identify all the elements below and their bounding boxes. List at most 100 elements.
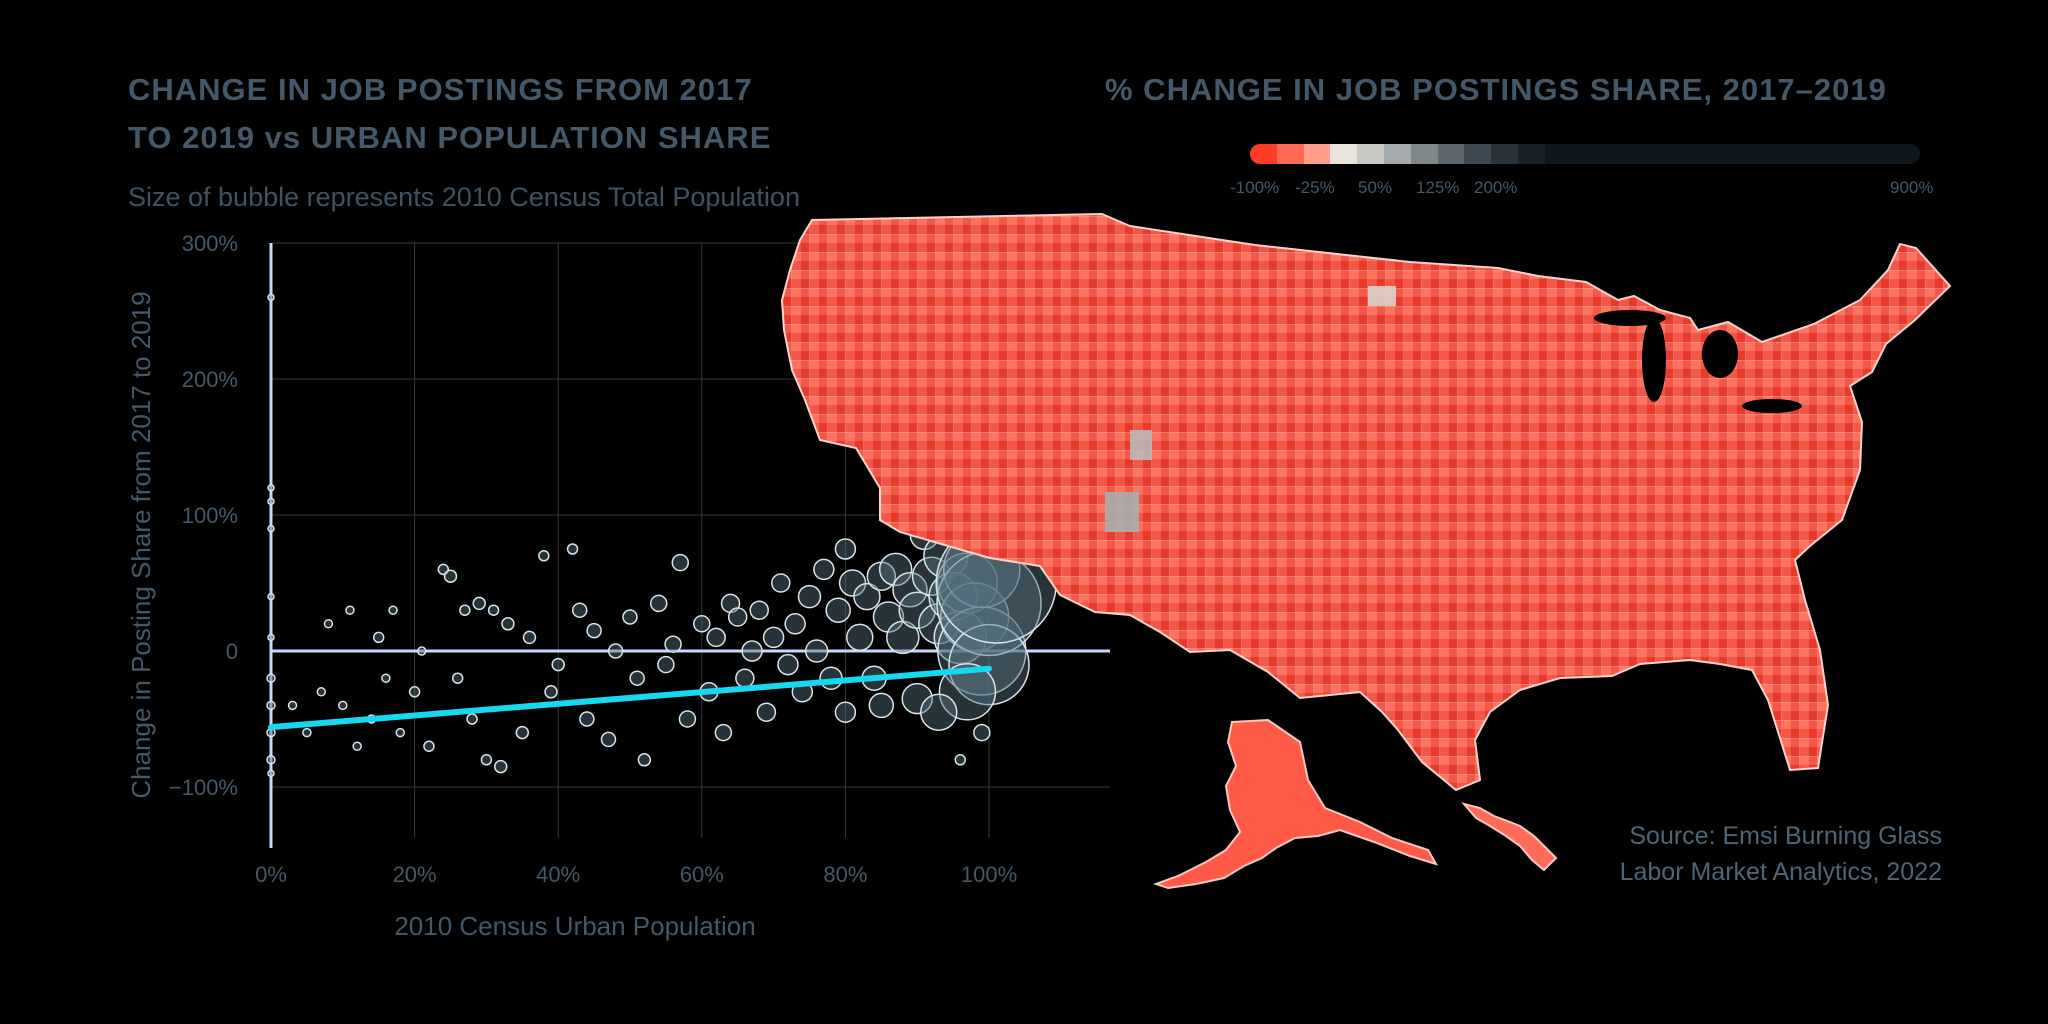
y-tick-label: 100% [182,503,238,528]
scatter-point [901,682,933,715]
legend-segment [1464,144,1492,164]
legend-segment [1437,144,1465,164]
scatter-point [571,602,588,618]
scatter-point [372,631,385,644]
scatter-point [898,591,936,629]
scatter-point [973,723,991,742]
scatter-point [749,600,769,620]
scatter-point [566,543,579,555]
x-tick-label: 100% [961,862,1017,887]
scatter-point [846,623,874,652]
source-line2: Labor Market Analytics, 2022 [1619,858,1942,886]
scatter-point [267,769,275,778]
scatter-point [487,604,500,616]
scatter-point [714,723,733,742]
x-tick-label: 40% [536,862,580,887]
gray-county-patch-wy [1368,286,1396,306]
x-tick-label: 60% [680,862,724,887]
scatter-point [622,609,638,625]
scatter-point [316,687,327,697]
scatter-point [586,622,602,639]
legend-segment [1544,144,1920,164]
scatter-point [693,615,711,633]
right-chart-title: % CHANGE IN JOB POSTINGS SHARE, 2017–201… [1105,72,1887,107]
great-lakes-superior [1594,310,1666,326]
great-lakes-michigan [1642,318,1666,402]
scatter-point [878,552,913,587]
scatter-point [771,573,791,593]
scatter-point [938,663,997,721]
scatter-point [417,646,427,656]
trend-line [268,665,992,731]
y-tick-label: −100% [169,775,238,800]
scatter-point [579,711,595,727]
legend-segment [1517,144,1545,164]
scatter-point [664,635,682,653]
scatter-point [408,686,421,698]
scatter-point [756,702,777,722]
x-tick-label: 20% [393,862,437,887]
left-chart-title-line1: CHANGE IN JOB POSTINGS FROM 2017 [128,72,753,107]
scatter-point [868,692,895,719]
scatter-point [515,725,530,740]
scatter-point [600,731,617,748]
gray-county-patch-nv [1130,430,1152,460]
scatter-point [538,550,550,562]
scatter-point [834,701,857,723]
color-legend-bar [1250,144,1920,164]
scatter-point [544,685,558,699]
scatter-point [784,613,806,635]
legend-segment [1357,144,1384,164]
scatter-point [267,497,275,506]
scatter-point [919,693,958,731]
contiguous-us-shape [780,212,1952,792]
scatter-chart: 0% 20% 40% 60% 80% 100% 300% 200% 100% 0 −100% 2010… [126,231,1110,941]
legend-label-50: 50% [1358,178,1393,197]
scatter-point [267,293,275,302]
alaska-shape [1152,718,1439,890]
legend-label-minus100: -100% [1230,178,1280,197]
legend-segment [1276,144,1304,164]
legend-label-125: 125% [1416,178,1460,197]
scatter-point [466,713,478,725]
scatter-point [267,484,275,492]
scatter-point [706,627,726,648]
scatter-point [266,673,276,683]
scatter-point [501,617,515,631]
y-tick-label: 300% [182,231,238,256]
scatter-point [267,592,275,601]
legend-segment [1250,144,1277,164]
scatter-point [671,553,690,572]
scatter-point [451,672,464,684]
scatter-point [267,633,275,642]
scatter-point [629,670,645,686]
legend-label-200: 200% [1474,178,1518,197]
scatter-point [741,640,763,662]
legend-label-minus25: -25% [1295,178,1335,197]
x-tick-label: 0% [255,862,287,887]
y-axis-label: Change in Posting Share from 2017 to 201… [126,291,156,798]
scatter-point [494,759,508,774]
x-axis-label: 2010 Census Urban Population [394,911,755,941]
scatter-point [323,619,334,629]
scatter-point [762,626,785,649]
scatter-point [954,754,967,766]
scatter-point [911,556,952,596]
scatter-point [607,643,624,659]
y-tick-label: 0 [226,639,238,664]
scatter-point [657,655,675,674]
scatter-point [443,569,458,583]
scatter-point [522,630,537,645]
scatter-point [777,653,799,676]
legend-segment [1330,144,1358,164]
scatter-point [853,582,881,611]
scatter-point [266,700,276,711]
scatter-point [423,740,435,752]
scatter-point [480,754,493,766]
y-tick-label: 200% [182,367,238,392]
scatter-point [459,604,471,616]
scatter-point [267,524,275,533]
scatter-point [678,710,697,728]
scatter-point [395,727,405,738]
scatter-point [797,584,822,609]
